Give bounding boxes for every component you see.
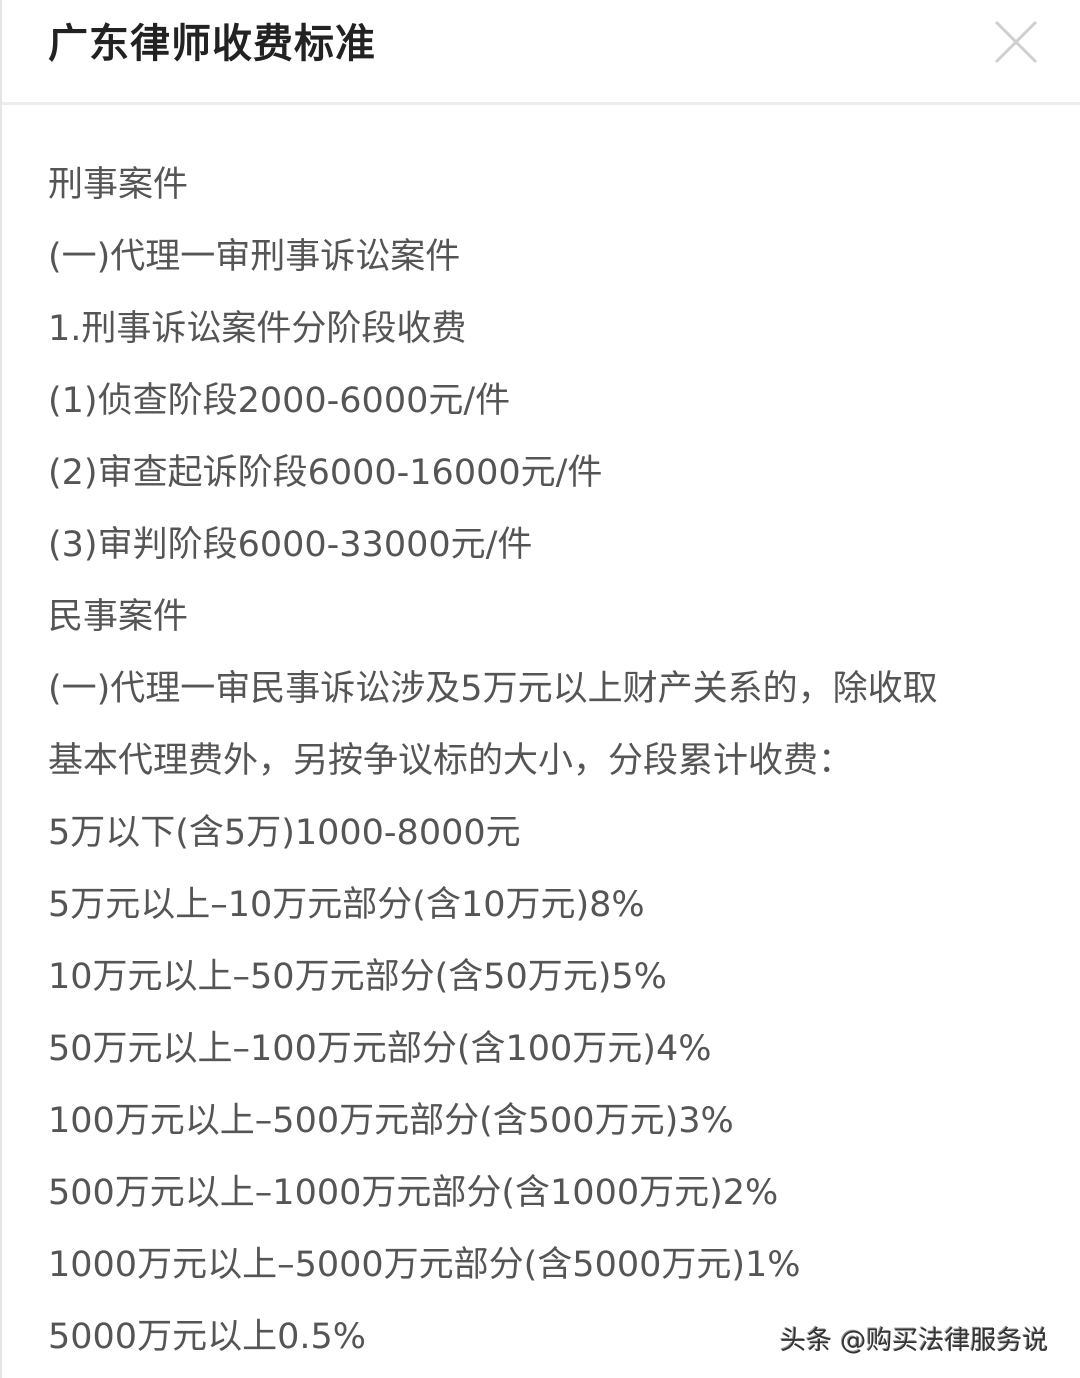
fee-tier: 5000万元以上0.5% <box>48 1317 366 1357</box>
dialog-content: 刑事案件 (一)代理一审刑事诉讼案件 1.刑事诉讼案件分阶段收费 (1)侦查阶段… <box>48 149 1048 1373</box>
text-line: (1)侦查阶段2000-6000元/件 <box>48 381 511 421</box>
fee-tier: 1000万元以上–5000万元部分(含5000万元)1% <box>48 1245 801 1285</box>
fee-tier: 5万元以上–10万元部分(含10万元)8% <box>48 885 645 925</box>
text-line: 1.刑事诉讼案件分阶段收费 <box>48 309 467 349</box>
fee-tier: 100万元以上–500万元部分(含500万元)3% <box>48 1101 734 1141</box>
watermark: 头条 @购买法律服务说 <box>780 1326 1049 1356</box>
text-line: 基本代理费外，另按争议标的大小，分段累计收费： <box>48 741 854 781</box>
section-heading-criminal: 刑事案件 <box>48 165 189 205</box>
dialog-title: 广东律师收费标准 <box>48 21 376 67</box>
dialog-header: 广东律师收费标准 <box>2 0 1080 105</box>
text-line: (3)审判阶段6000-33000元/件 <box>48 525 533 565</box>
fee-tier: 10万元以上–50万元部分(含50万元)5% <box>48 957 667 997</box>
text-line: (2)审查起诉阶段6000-16000元/件 <box>48 453 603 493</box>
text-line: (一)代理一审民事诉讼涉及5万元以上财产关系的，除收取 <box>48 669 938 709</box>
fee-tier: 50万元以上–100万元部分(含100万元)4% <box>48 1029 712 1069</box>
section-heading-civil: 民事案件 <box>48 597 189 637</box>
fee-tier: 5万以下(含5万)1000-8000元 <box>48 813 521 853</box>
text-line: (一)代理一审刑事诉讼案件 <box>48 237 461 277</box>
close-icon <box>994 20 1038 64</box>
close-button[interactable] <box>992 20 1040 64</box>
fee-tier: 500万元以上–1000万元部分(含1000万元)2% <box>48 1173 779 1213</box>
